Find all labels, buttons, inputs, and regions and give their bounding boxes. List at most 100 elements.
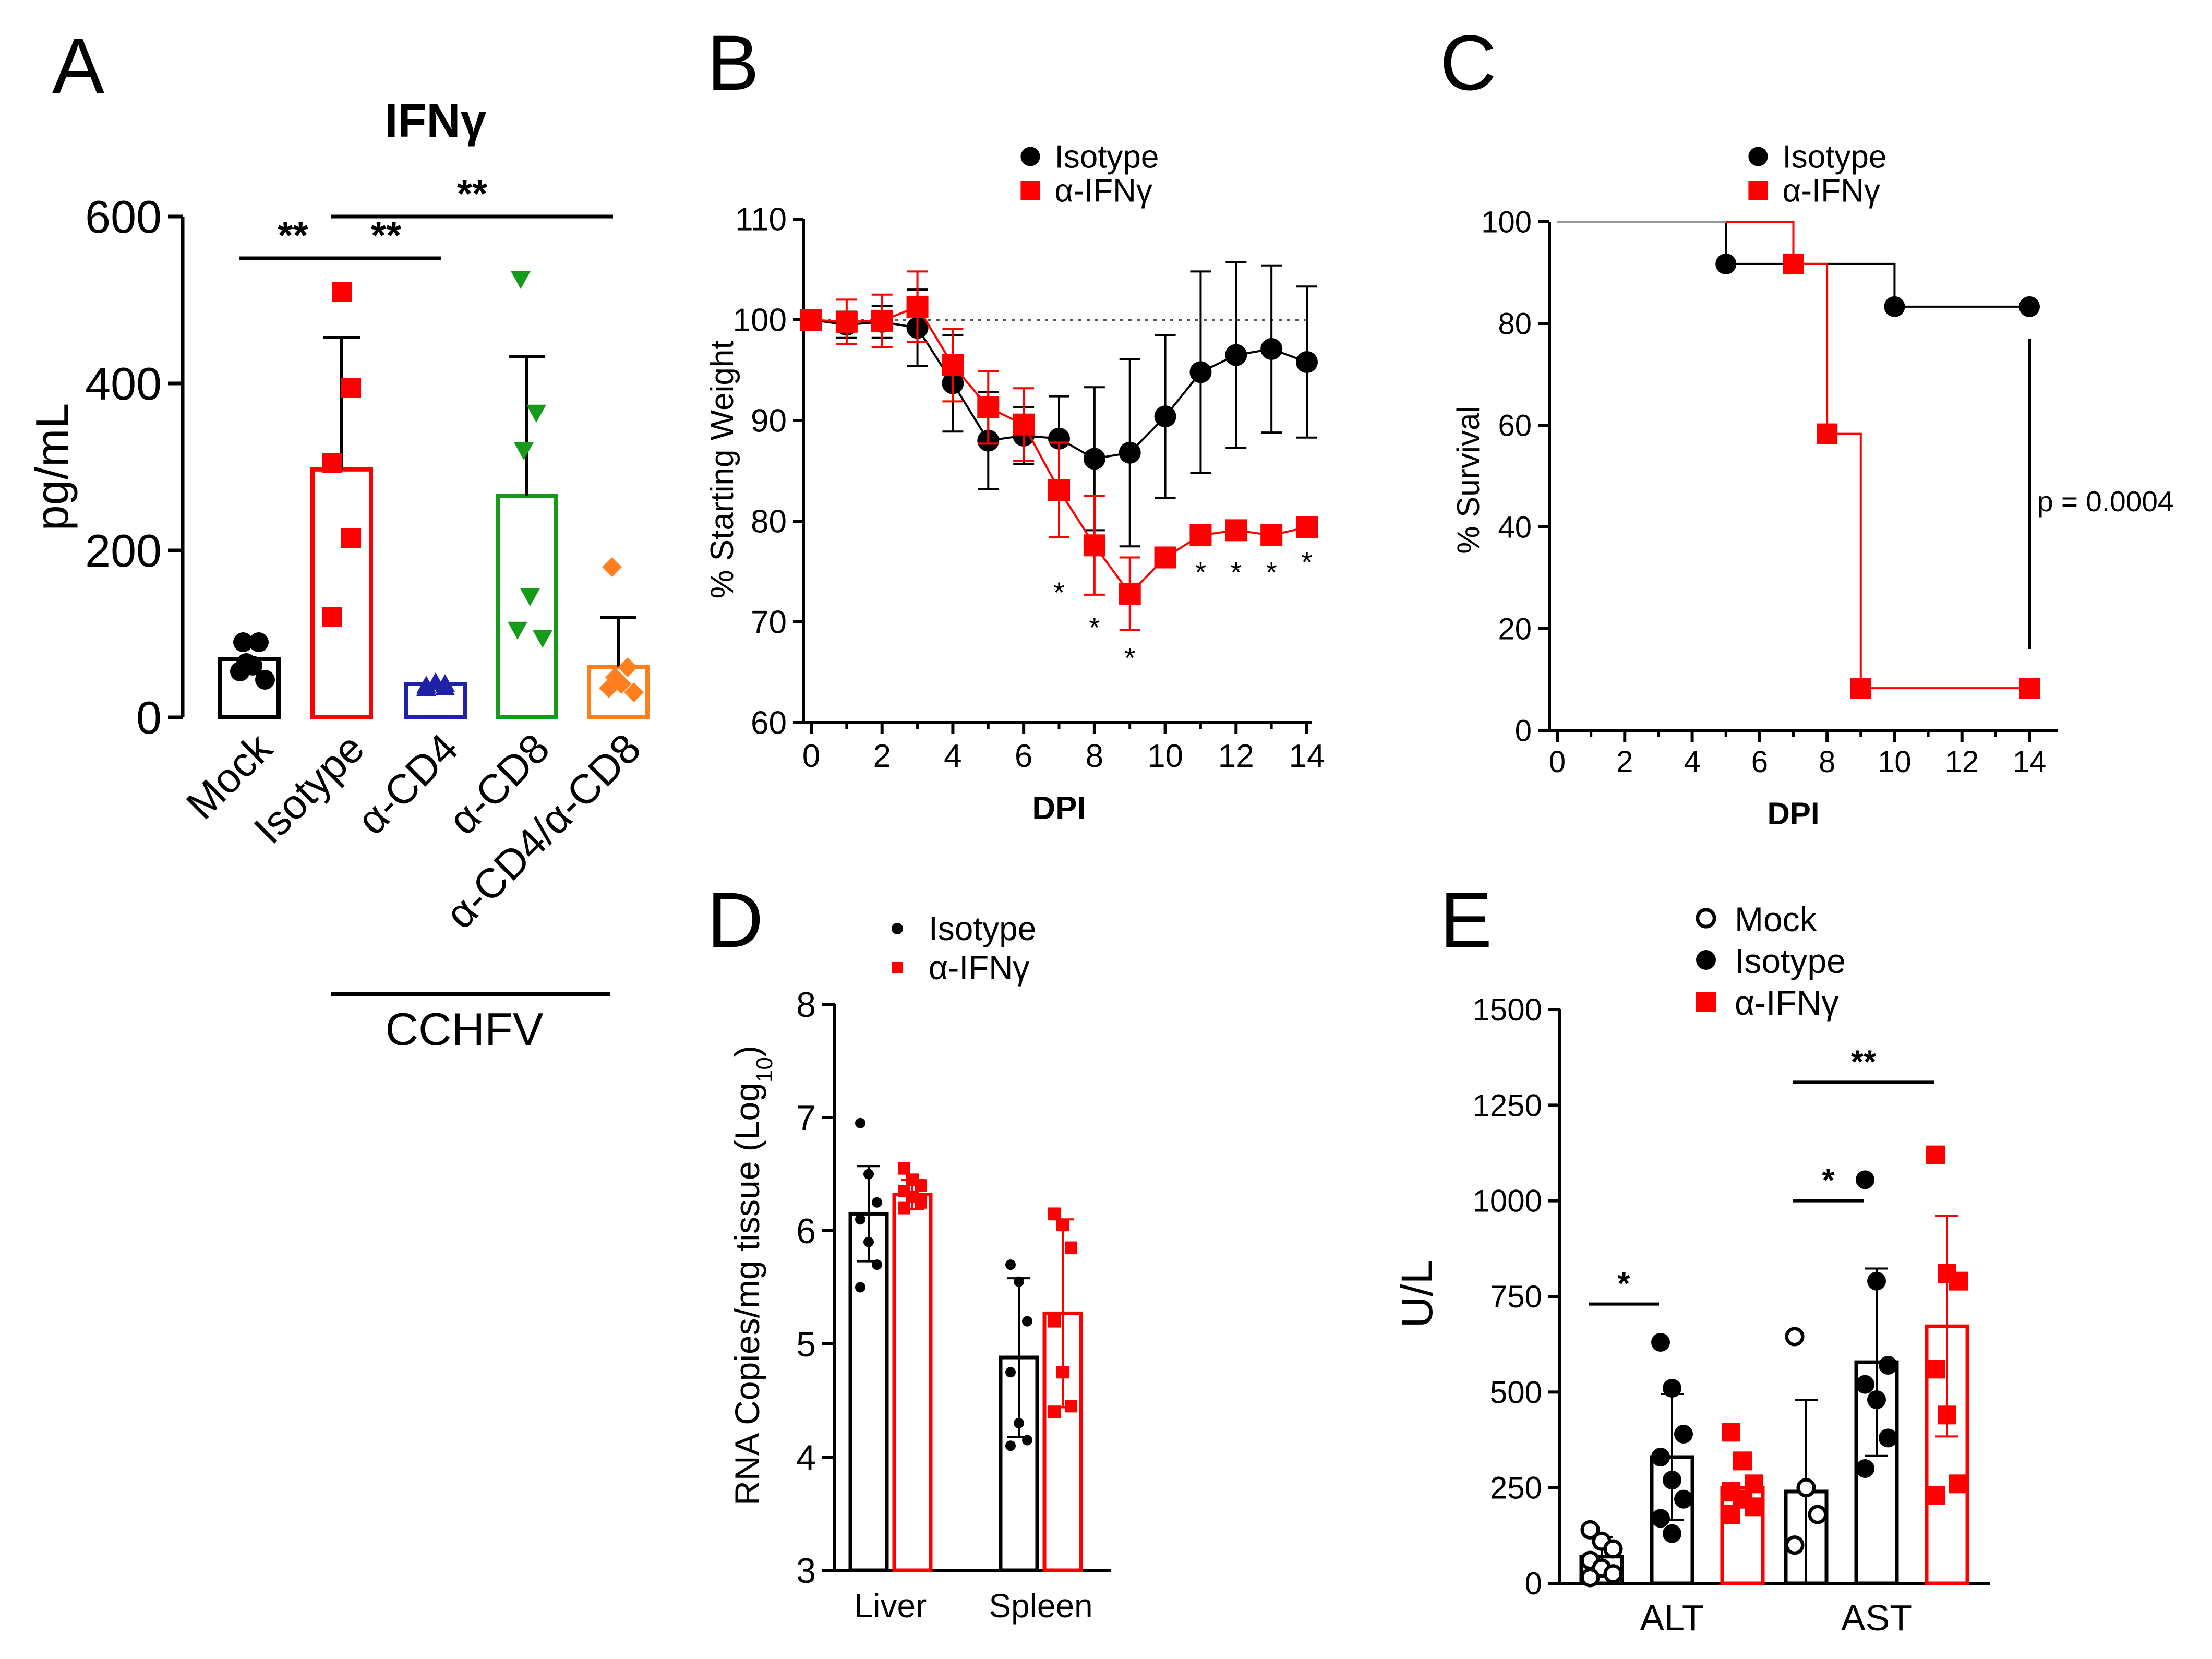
data-point (1884, 296, 1905, 317)
data-point (520, 588, 540, 606)
data-point (1856, 1170, 1874, 1189)
data-point (1119, 441, 1141, 464)
y-tick-label: 20 (1498, 612, 1532, 646)
data-point (1048, 1315, 1061, 1328)
data-point (1808, 1505, 1828, 1524)
legend-marker (1696, 992, 1716, 1012)
data-point (898, 1162, 910, 1175)
data-point (1296, 351, 1318, 374)
panel-label: B (707, 19, 759, 106)
data-point (1119, 582, 1141, 605)
x-tick-label: 6 (1751, 745, 1768, 779)
y-tick-label: 100 (733, 303, 787, 339)
x-tick-label: ALT (1640, 1597, 1704, 1638)
data-point (1785, 1535, 1805, 1555)
data-point (1005, 1440, 1016, 1451)
data-point (2019, 296, 2040, 317)
significance-label: * (1089, 611, 1100, 644)
data-point (872, 1197, 882, 1208)
y-tick-label: 100 (1481, 205, 1532, 239)
y-tick-label: 3 (796, 1551, 816, 1591)
x-tick-label: 0 (1549, 745, 1566, 779)
y-tick-label: 110 (735, 202, 787, 238)
x-tick-label: Liver (855, 1587, 927, 1625)
y-tick-label: 80 (751, 504, 787, 540)
data-point (341, 528, 361, 548)
data-point (526, 404, 546, 423)
data-point (1603, 1564, 1623, 1584)
y-axis-label-subscript: 10 (752, 1057, 777, 1083)
data-point (1154, 405, 1176, 428)
data-point (1005, 1259, 1016, 1270)
data-point (1785, 1327, 1805, 1347)
data-point (322, 453, 342, 473)
data-point (599, 678, 619, 698)
data-point (1867, 1390, 1886, 1409)
data-point (230, 662, 250, 681)
data-point (1065, 1400, 1077, 1413)
legend-marker (1748, 147, 1768, 166)
data-point (341, 378, 361, 398)
significance-label: ** (278, 213, 308, 257)
y-tick-label: 90 (751, 403, 787, 439)
data-point (624, 682, 644, 702)
significance-label: ** (1851, 1044, 1877, 1080)
data-point (1189, 524, 1212, 547)
legend-label: Isotype (1735, 942, 1846, 980)
data-point (1225, 519, 1247, 542)
y-tick-label: 500 (1490, 1375, 1542, 1410)
y-tick-label: 600 (85, 191, 162, 243)
data-point (1580, 1520, 1600, 1540)
y-axis-label: % Starting Weight (704, 340, 740, 598)
legend-label: Mock (1735, 900, 1818, 939)
data-point (1065, 1241, 1077, 1254)
data-point (855, 1282, 865, 1293)
panel-label: A (52, 22, 104, 110)
data-point (1674, 1425, 1693, 1444)
data-point (1022, 1316, 1032, 1327)
x-tick-label: Spleen (989, 1587, 1092, 1625)
data-point (1817, 423, 1838, 444)
data-point (915, 1179, 927, 1192)
data-point (1926, 1360, 1945, 1379)
data-point (1260, 338, 1283, 360)
legend-label: α-IFNγ (929, 949, 1029, 987)
data-point (1674, 1489, 1693, 1509)
y-axis-label: RNA Copies/mg tissue (Log10) (728, 1045, 777, 1506)
data-point (855, 1117, 865, 1128)
y-tick-label: 200 (85, 525, 162, 576)
x-tick-label: 14 (2013, 745, 2047, 779)
panel-label: E (1440, 876, 1492, 964)
legend-marker (1696, 950, 1716, 970)
data-point (1260, 524, 1283, 547)
significance-label: ** (457, 172, 488, 215)
chart-title: IFNγ (384, 95, 486, 147)
data-point (508, 621, 527, 640)
data-point (1783, 253, 1804, 274)
data-point (942, 354, 964, 376)
legend-label: Isotype (1055, 139, 1159, 175)
data-point (898, 1201, 910, 1215)
data-point (1048, 1405, 1061, 1418)
y-tick-label: 8 (796, 985, 816, 1025)
x-tick-label: 8 (1819, 745, 1835, 779)
x-axis-label: DPI (1767, 796, 1819, 831)
data-point (511, 271, 531, 289)
data-point (1022, 1435, 1032, 1446)
x-tick-label: 10 (1147, 738, 1183, 774)
data-point (863, 1236, 874, 1247)
data-point (1745, 1497, 1763, 1517)
data-point (332, 282, 352, 302)
data-point (1651, 1448, 1670, 1466)
data-point (1056, 1219, 1069, 1232)
y-axis-label: U/L (1392, 1260, 1441, 1328)
y-tick-label: 60 (1498, 408, 1532, 442)
legend-label: Isotype (929, 910, 1036, 947)
x-tick-label: 4 (1684, 745, 1700, 779)
significance-label: * (1822, 1163, 1835, 1199)
data-point (1296, 516, 1318, 538)
data-point (1013, 413, 1035, 436)
y-tick-label: 250 (1490, 1471, 1542, 1506)
